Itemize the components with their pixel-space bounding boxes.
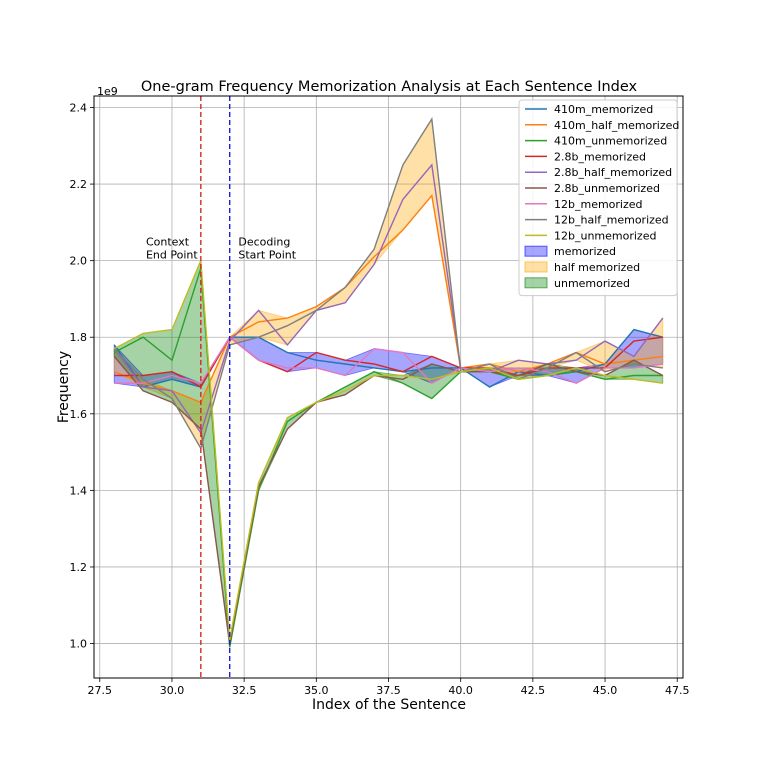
x-tick-label: 47.5 (665, 684, 690, 697)
series-lines (113, 116, 664, 648)
x-tick-label: 30.0 (160, 684, 185, 697)
annotation-label: End Point (146, 248, 198, 261)
annotation-label: Decoding (238, 235, 290, 248)
legend-label: memorized (554, 245, 616, 258)
legend-swatch (524, 277, 548, 289)
y-axis-label: Frequency (56, 351, 72, 423)
legend-label: unmemorized (554, 277, 630, 290)
x-tick-label: 45.0 (593, 684, 618, 697)
x-tick-label: 27.5 (88, 684, 113, 697)
legend-label: 12b_half_memorized (554, 214, 669, 227)
legend-label: 410m_half_memorized (554, 119, 679, 132)
axis-ticks: 27.5 30.0 32.5 35.0 37.5 40.0 42.5 45.0 47.5 1.0 1… (70, 101, 690, 697)
legend-label: 2.8b_memorized (554, 150, 646, 163)
annotation-label: Start Point (238, 248, 296, 261)
legend-label: 410m_memorized (554, 103, 653, 116)
legend-label: 2.8b_unmemorized (554, 182, 660, 195)
y-tick-label: 1.4 (70, 484, 88, 497)
series-line (113, 116, 663, 451)
x-tick-label: 32.5 (232, 684, 257, 697)
series-line (113, 355, 664, 644)
x-axis-label: Index of the Sentence (312, 697, 466, 713)
y-offset-label: 1e9 (97, 85, 118, 98)
y-tick-label: 1.8 (70, 331, 88, 344)
legend-label: 2.8b_half_memorized (554, 166, 672, 179)
annotation-label: Context (146, 235, 190, 248)
y-tick-label: 1.2 (70, 561, 88, 574)
series-line (114, 336, 663, 385)
series-line (114, 336, 663, 388)
legend-box (518, 99, 678, 297)
y-tick-label: 1.6 (70, 408, 88, 421)
chart-title: One-gram Frequency Memorization Analysis… (141, 79, 638, 95)
legend-label: 12b_unmemorized (554, 229, 656, 242)
y-tick-label: 2.0 (70, 255, 88, 268)
legend-label: 12b_memorized (554, 198, 643, 211)
x-tick-label: 40.0 (448, 684, 473, 697)
legend-label: half memorized (554, 261, 640, 274)
legend: 410m_memorized 410m_half_memorized 410m_un… (518, 99, 679, 297)
legend-swatch (524, 261, 548, 273)
x-tick-label: 35.0 (304, 684, 329, 697)
y-tick-label: 2.2 (70, 178, 88, 191)
y-tick-label: 2.4 (70, 101, 88, 114)
x-tick-label: 37.5 (376, 684, 401, 697)
series-line (113, 260, 663, 640)
y-tick-label: 1.0 (70, 638, 88, 651)
series-line (113, 163, 664, 435)
legend-label: 410m_unmemorized (554, 135, 667, 148)
legend-swatch (524, 245, 548, 257)
x-tick-label: 42.5 (521, 684, 546, 697)
